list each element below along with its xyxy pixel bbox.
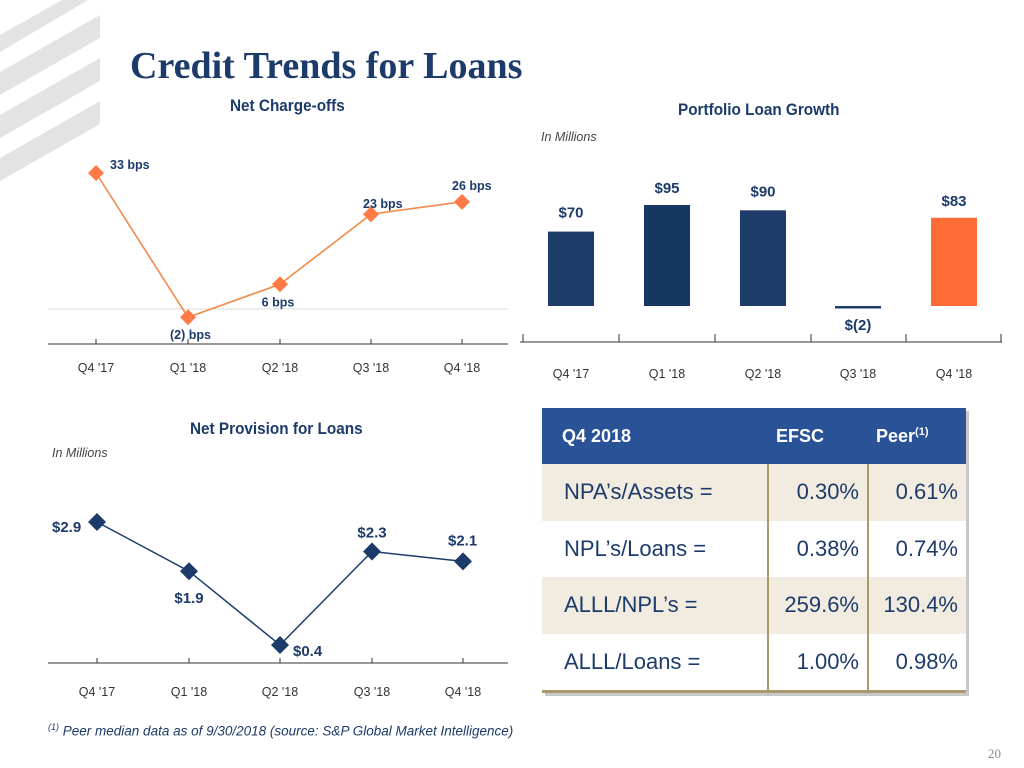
data-label: $95: [654, 180, 679, 197]
net-charge-offs-title: Net Charge-offs: [230, 96, 345, 115]
data-label: $(2): [845, 317, 872, 334]
data-point: [272, 276, 288, 293]
data-label: (2) bps: [170, 328, 211, 342]
data-point: [454, 552, 472, 571]
header-period: Q4 2018: [542, 408, 768, 464]
bar: [548, 231, 594, 306]
x-tick-label: Q2 '18: [262, 361, 298, 375]
data-label: $70: [558, 205, 583, 222]
peer-value: 0.74%: [867, 520, 966, 577]
x-tick-label: Q4 '17: [553, 367, 589, 381]
net-charge-offs-line: [95, 172, 463, 319]
x-tick-label: Q3 '18: [840, 367, 876, 381]
data-point: [363, 542, 381, 561]
page-title: Credit Trends for Loans: [130, 45, 523, 87]
efsc-value: 1.00%: [767, 633, 868, 693]
metric-label: ALLL/Loans =: [542, 633, 768, 693]
net-provision-units: In Millions: [52, 446, 108, 460]
bar: [644, 205, 690, 306]
footnote: (1) Peer median data as of 9/30/2018 (so…: [48, 722, 513, 739]
header-efsc: EFSC: [768, 408, 868, 464]
efsc-value: 0.38%: [767, 520, 868, 577]
x-tick-label: Q1 '18: [649, 367, 685, 381]
header-peer: Peer(1): [868, 408, 966, 464]
x-tick-label: Q3 '18: [353, 361, 389, 375]
table-row: NPL’s/Loans = 0.38% 0.74%: [542, 520, 966, 577]
data-label: 26 bps: [452, 179, 492, 193]
data-point: [271, 636, 289, 654]
data-label: $83: [941, 193, 966, 210]
efsc-value: 0.30%: [767, 464, 868, 521]
footnote-text: Peer median data as of 9/30/2018 (source…: [62, 723, 514, 739]
net-provision-title: Net Provision for Loans: [190, 419, 363, 438]
data-label: 23 bps: [363, 197, 403, 211]
company-logo-icon: [0, 0, 100, 181]
portfolio-loan-growth-units: In Millions: [541, 130, 597, 144]
peer-footnote-marker: (1): [915, 425, 929, 438]
x-tick-label: Q4 '18: [444, 361, 480, 375]
net-provision-line: [96, 521, 464, 647]
x-tick-label: Q4 '17: [79, 685, 115, 699]
portfolio-loan-growth-title: Portfolio Loan Growth: [678, 100, 840, 119]
x-tick-label: Q4 '17: [78, 361, 114, 375]
bar: [931, 217, 977, 306]
efsc-value: 259.6%: [767, 577, 868, 634]
table-header-row: Q4 2018 EFSC Peer(1): [542, 408, 966, 464]
metric-label: ALLL/NPL’s =: [542, 577, 768, 634]
peer-value: 0.61%: [867, 464, 966, 521]
data-point: [180, 309, 196, 326]
data-label: $1.9: [174, 590, 203, 607]
page-number: 20: [988, 746, 1001, 761]
table-row: ALLL/Loans = 1.00% 0.98%: [542, 633, 966, 693]
x-tick-label: Q2 '18: [745, 367, 781, 381]
data-label: $2.3: [357, 525, 386, 542]
peer-value: 130.4%: [867, 577, 966, 634]
table-row: NPA’s/Assets = 0.30% 0.61%: [542, 464, 966, 521]
credit-metrics-table: Q4 2018 EFSC Peer(1) NPA’s/Assets = 0.30…: [542, 408, 966, 693]
bar: [835, 306, 881, 309]
data-label: $90: [750, 183, 775, 200]
x-tick-label: Q1 '18: [170, 361, 206, 375]
data-point: [454, 193, 470, 210]
data-label: $2.1: [448, 532, 477, 549]
bar: [740, 210, 786, 306]
table-row: ALLL/NPL’s = 259.6% 130.4%: [542, 577, 966, 634]
x-tick-label: Q2 '18: [262, 685, 298, 699]
data-point: [363, 206, 379, 223]
x-tick-label: Q3 '18: [354, 685, 390, 699]
data-point: [88, 513, 106, 531]
x-tick-label: Q4 '18: [445, 685, 481, 699]
data-point: [180, 562, 198, 581]
x-tick-label: Q1 '18: [171, 685, 207, 699]
x-tick-label: Q4 '18: [936, 367, 972, 381]
metric-label: NPA’s/Assets =: [542, 464, 768, 521]
data-label: $2.9: [52, 519, 81, 536]
peer-value: 0.98%: [867, 633, 966, 693]
data-label: $0.4: [293, 643, 323, 660]
footnote-marker: (1): [48, 722, 59, 732]
data-label: 6 bps: [262, 295, 295, 309]
metric-label: NPL’s/Loans =: [542, 520, 768, 577]
